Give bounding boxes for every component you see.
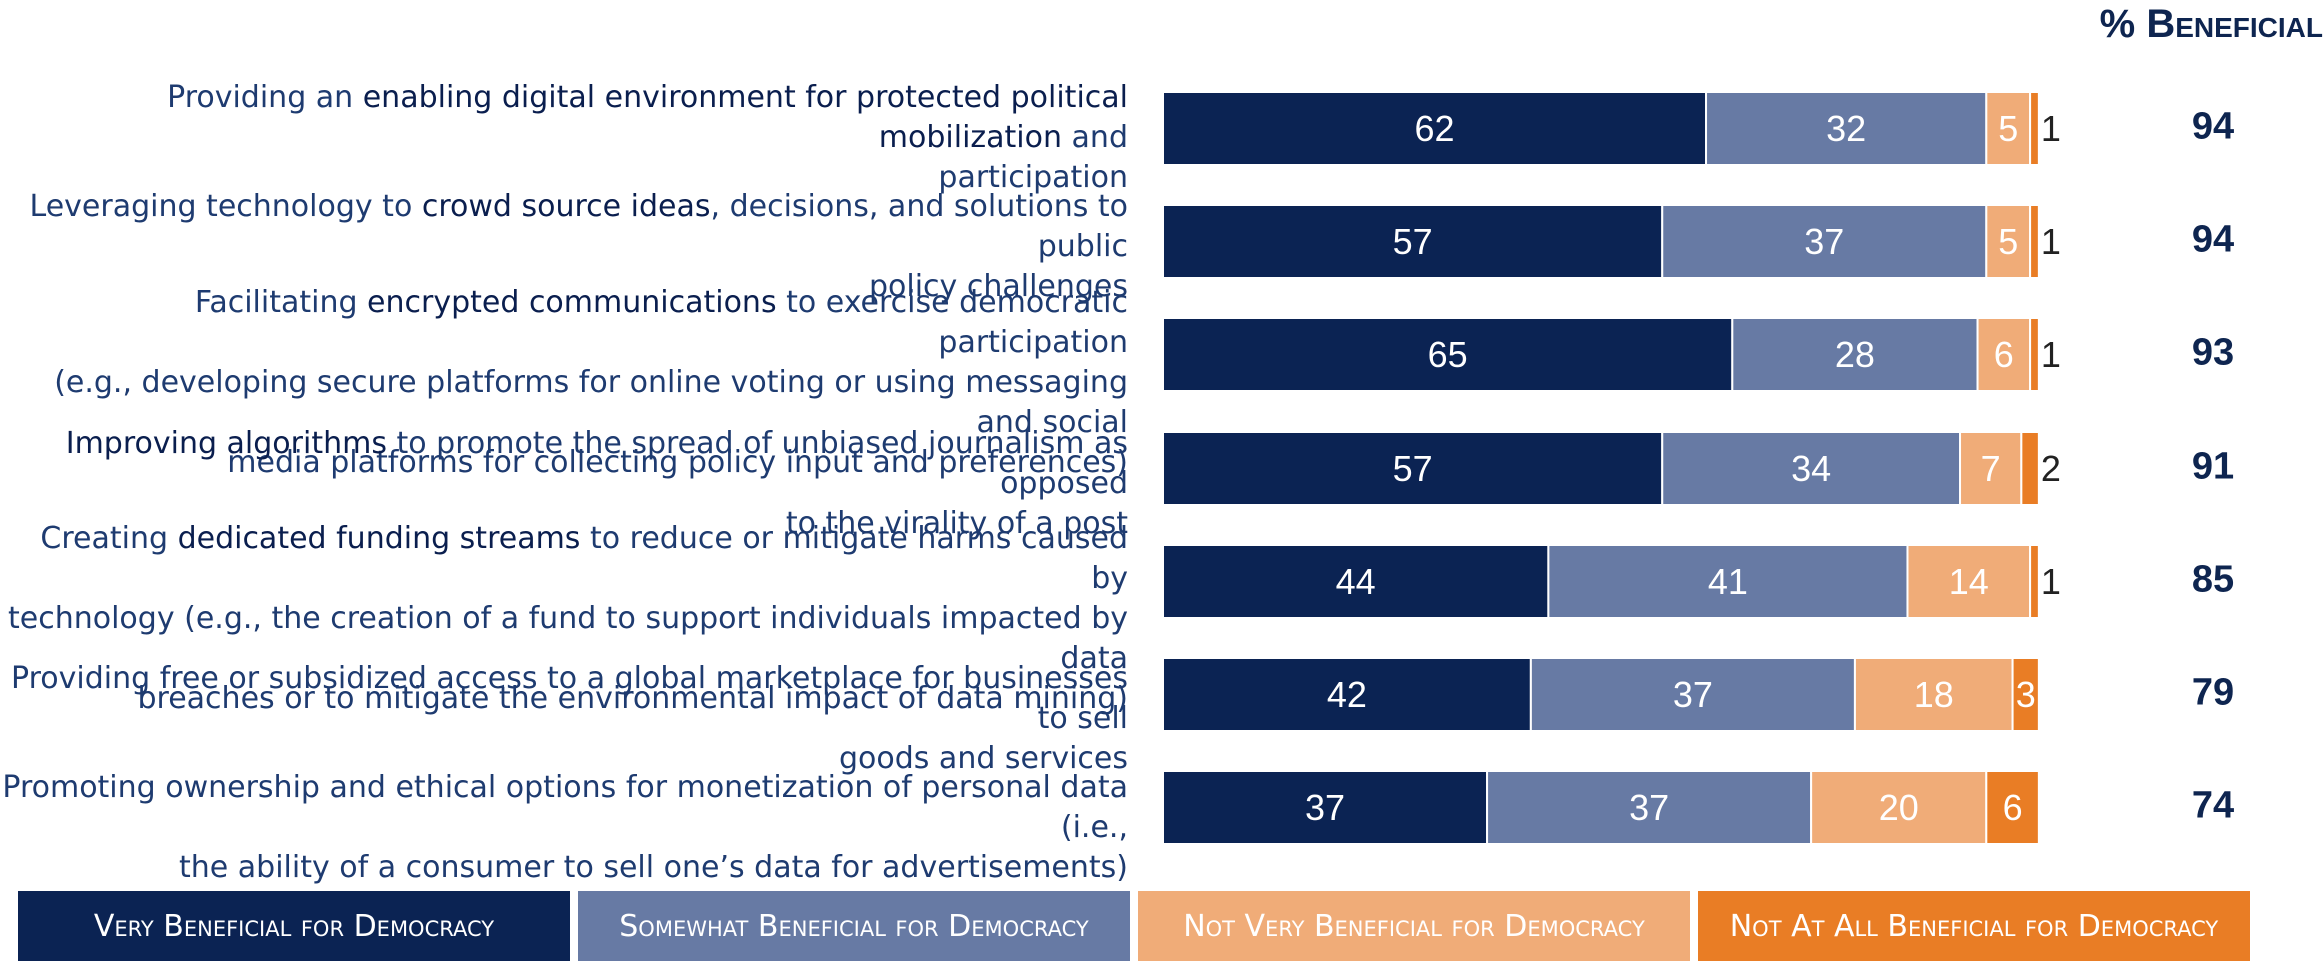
bar-segment [1661, 204, 1988, 279]
category-label-text: and participation [938, 120, 1128, 195]
percent-beneficial-header: % Beneficial [2099, 2, 2323, 46]
total-beneficial-value: 79 [2192, 672, 2234, 714]
bar-segment [2029, 204, 2040, 279]
category-label: Promoting ownership and ethical options … [0, 768, 1128, 888]
bar-value-label: 37 [1673, 674, 1713, 715]
category-label-text: Leveraging technology to [29, 189, 422, 224]
bar-segment [1705, 91, 1988, 166]
category-label-highlight: enabling digital environment for protect… [362, 80, 1128, 155]
bar-value-label: 1 [2041, 561, 2061, 602]
total-beneficial-value: 91 [2192, 446, 2234, 488]
total-beneficial-value: 93 [2192, 332, 2234, 374]
category-label-highlight: encrypted communications [367, 285, 777, 320]
bar-value-label: 1 [2041, 334, 2061, 375]
total-beneficial-value: 85 [2192, 559, 2234, 601]
bar-segment [1162, 770, 1489, 845]
bar-value-label: 1 [2041, 108, 2061, 149]
category-label-text: Providing an [167, 80, 363, 115]
bar-value-label: 7 [1981, 448, 2001, 489]
bar-value-label: 5 [1998, 108, 2018, 149]
bar-value-label: 37 [1305, 787, 1345, 828]
category-label-highlight: Improving algorithms [65, 426, 387, 461]
bar-value-label: 2 [2041, 448, 2061, 489]
bar-value-label: 41 [1708, 561, 1748, 602]
category-label-text: Providing free or subsidized access to a… [11, 661, 1128, 776]
bar-value-label: 65 [1428, 334, 1468, 375]
bar-value-label: 20 [1879, 787, 1919, 828]
category-label-text: to exercise democratic participation (e.… [54, 285, 1128, 480]
bar-segment [1959, 431, 2023, 506]
legend-item: Not Very Beneficial for Democracy [1138, 891, 1690, 961]
total-beneficial-value: 74 [2192, 785, 2234, 827]
category-label-text: Promoting ownership and ethical options … [2, 770, 1128, 885]
bar-segment [1976, 317, 2032, 392]
bar-value-label: 57 [1393, 221, 1433, 262]
legend-item: Very Beneficial for Democracy [18, 891, 570, 961]
bar-value-label: 44 [1336, 561, 1376, 602]
bar-value-label: 37 [1629, 787, 1669, 828]
bar-segment [1985, 204, 2032, 279]
legend-item: Somewhat Beneficial for Democracy [578, 891, 1130, 961]
total-beneficial-value: 94 [2192, 106, 2234, 148]
bar-segment [2011, 657, 2040, 732]
bar-value-label: 34 [1791, 448, 1831, 489]
category-label-text: to promote the spread of unbiased journa… [396, 426, 1129, 541]
bar-segment [1810, 770, 1988, 845]
legend: Very Beneficial for Democracy Somewhat Be… [18, 891, 2250, 961]
bar-value-label: 37 [1804, 221, 1844, 262]
bar-segment [2029, 91, 2040, 166]
bar-value-label: 3 [2016, 674, 2036, 715]
total-beneficial-value: 94 [2192, 219, 2234, 261]
legend-item: Not At All Beneficial for Democracy [1698, 891, 2250, 961]
bar-segment [1985, 770, 2040, 845]
category-label-highlight: dedicated funding streams [177, 521, 581, 556]
bar-value-label: 57 [1393, 448, 1433, 489]
bar-segment [1985, 91, 2032, 166]
category-label: Improving algorithms to promote the spre… [0, 424, 1128, 544]
bar-segment [1162, 544, 1550, 619]
bar-value-label: 6 [1994, 334, 2014, 375]
bar-value-label: 32 [1826, 108, 1866, 149]
bar-value-label: 14 [1949, 561, 1989, 602]
category-label-text: Creating [40, 521, 178, 556]
category-label: Leveraging technology to crowd source id… [0, 187, 1128, 307]
bar-segment [1906, 544, 2032, 619]
bar-segment [2029, 544, 2040, 619]
bar-segment [2020, 431, 2040, 506]
bar-segment [1853, 657, 2014, 732]
category-label-text: , decisions, and solutions to public pol… [710, 189, 1129, 304]
bar-value-label: 28 [1835, 334, 1875, 375]
bar-value-label: 1 [2041, 221, 2061, 262]
bar-segment [1529, 657, 1856, 732]
category-label: Providing free or subsidized access to a… [0, 659, 1128, 779]
bar-segment [1162, 657, 1532, 732]
category-label: Providing an enabling digital environmen… [0, 78, 1128, 198]
bar-segment [1162, 91, 1708, 166]
bar-value-label: 42 [1327, 674, 1367, 715]
bar-segment [1486, 770, 1813, 845]
category-label-highlight: crowd source ideas [421, 189, 711, 224]
bar-value-label: 62 [1414, 108, 1454, 149]
category-label: Creating dedicated funding streams to re… [0, 519, 1128, 719]
bar-value-label: 6 [2003, 787, 2023, 828]
bar-segment [1162, 204, 1664, 279]
bar-segment [2029, 317, 2040, 392]
bar-value-label: 5 [1998, 221, 2018, 262]
bar-segment [1661, 431, 1962, 506]
category-label: Facilitating encrypted communications to… [0, 283, 1128, 483]
bar-value-label: 18 [1914, 674, 1954, 715]
bar-segment [1162, 317, 1734, 392]
category-label-text: Facilitating [194, 285, 368, 320]
category-label-text: to reduce or mitigate harms caused by te… [8, 521, 1128, 716]
